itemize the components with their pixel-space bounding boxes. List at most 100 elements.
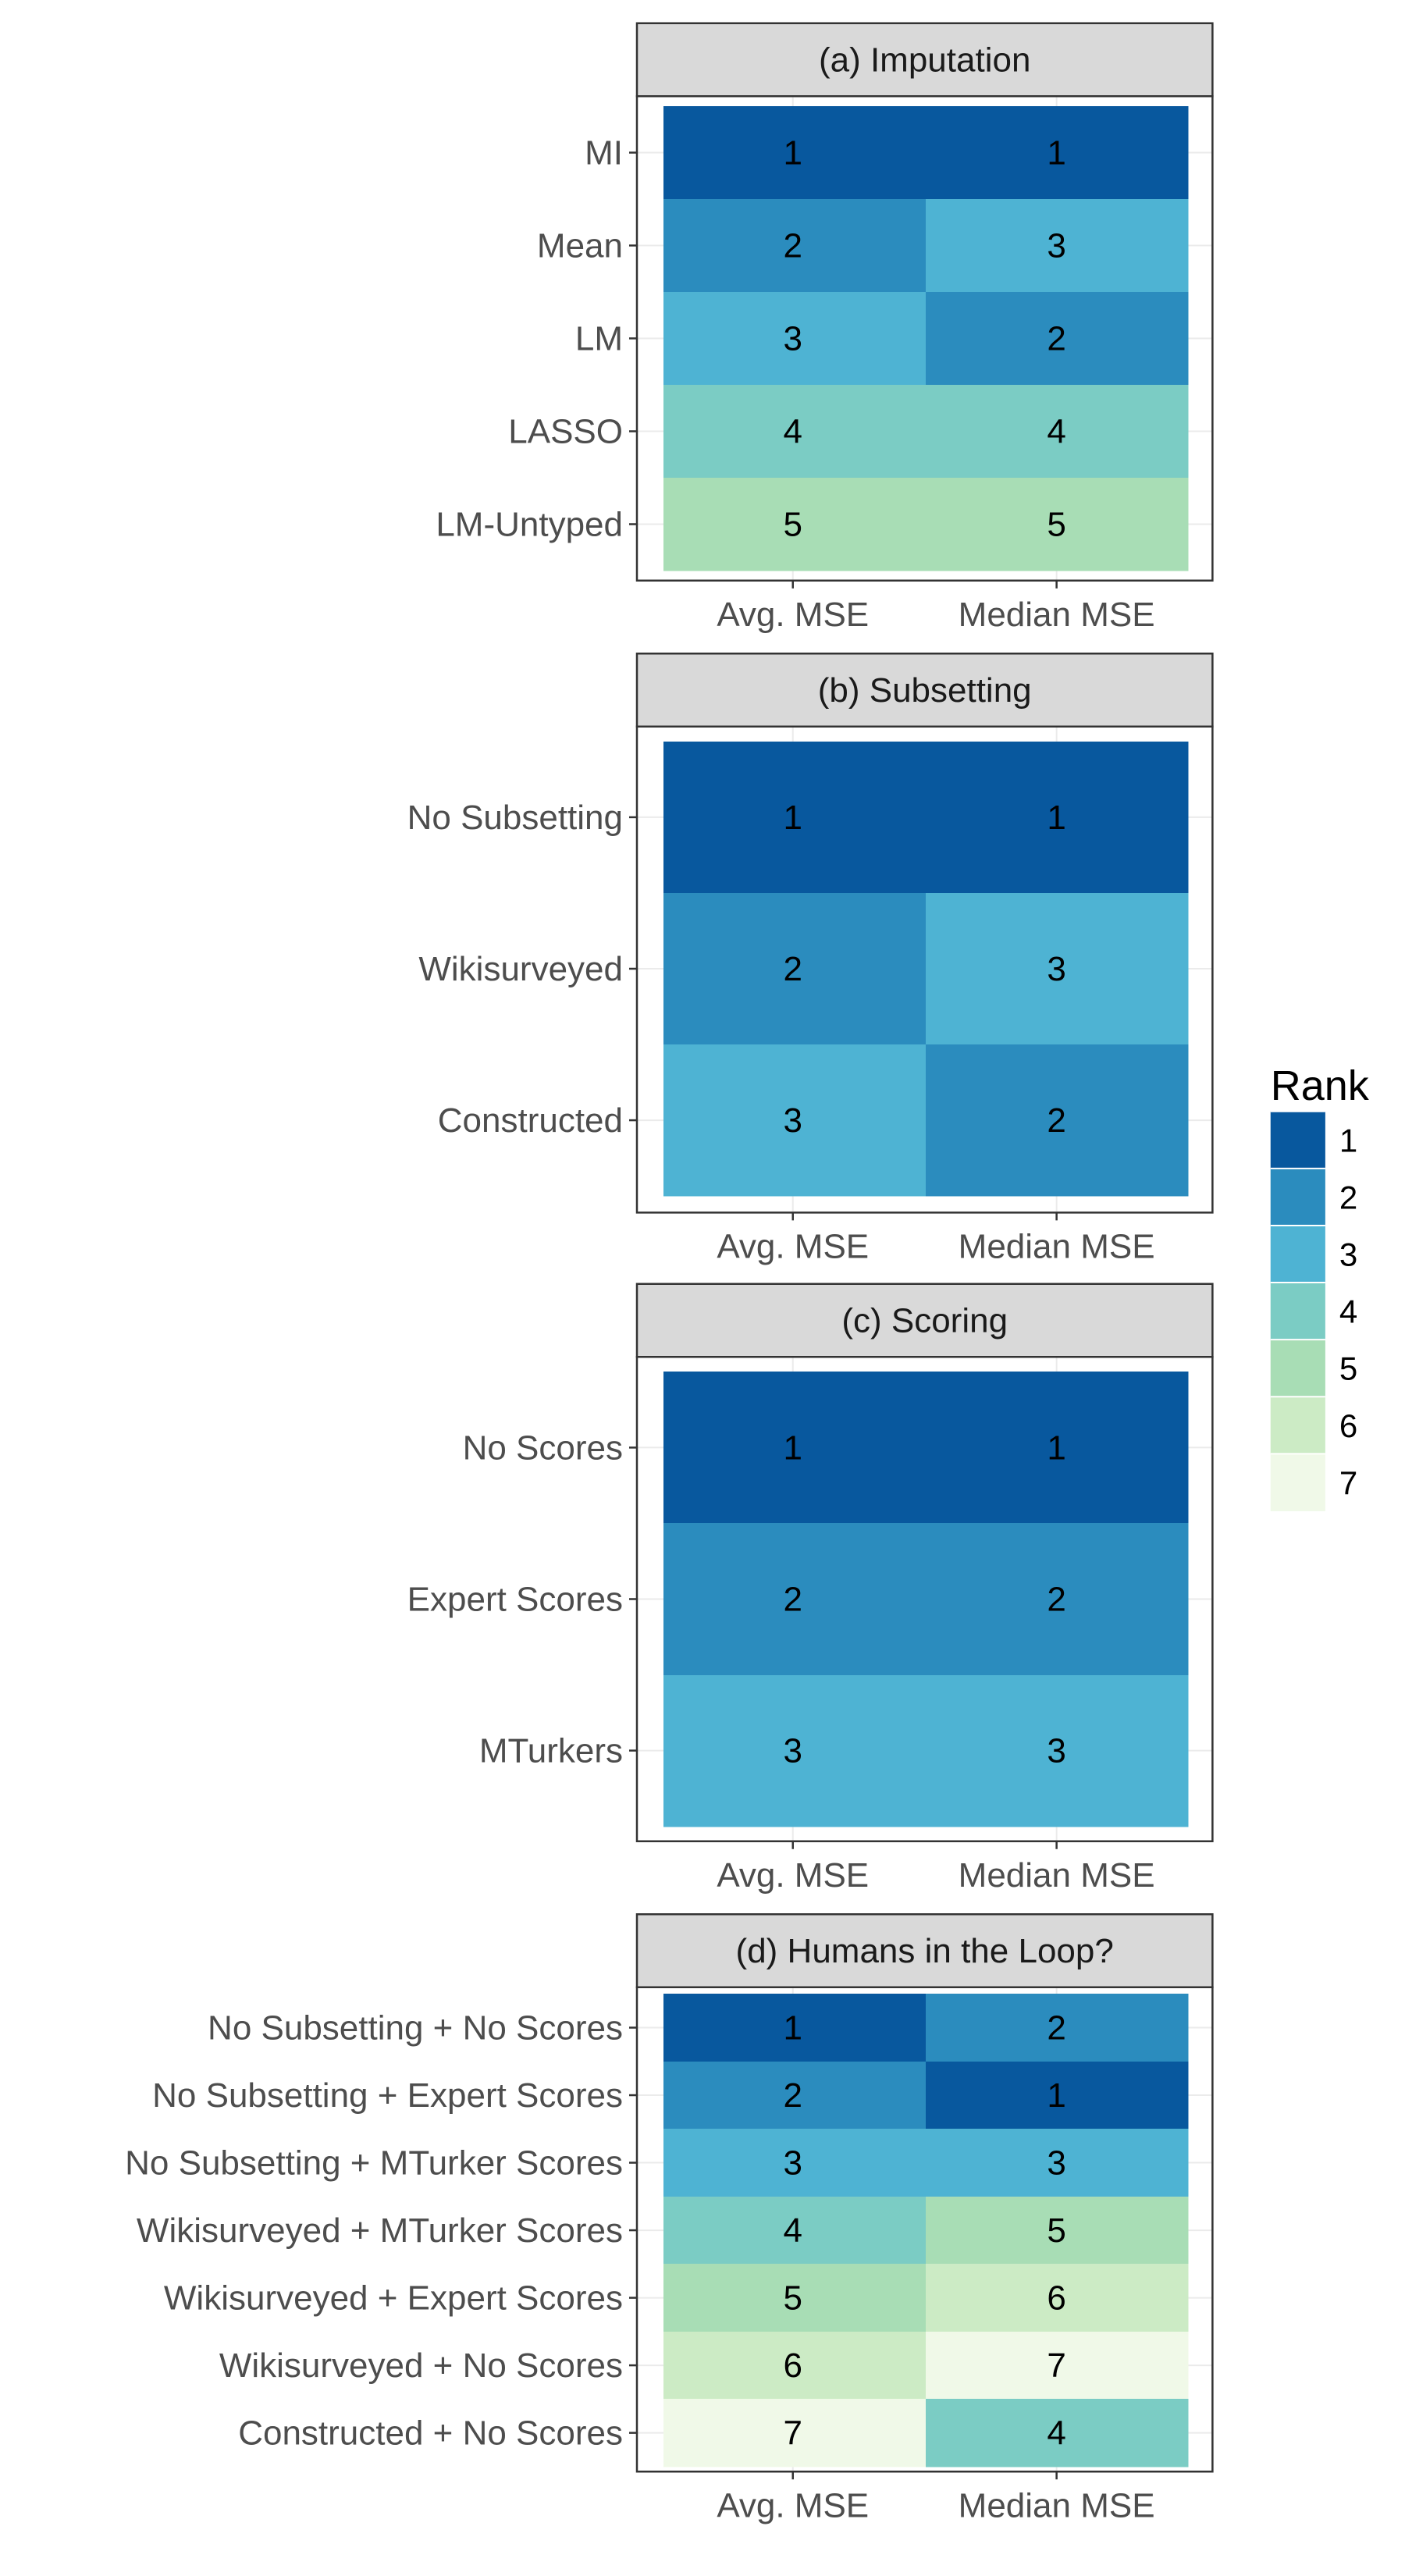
heatmap-cell — [663, 1044, 927, 1197]
heatmap-cell — [926, 1675, 1189, 1827]
cell-value-label: 1 — [1047, 2076, 1065, 2115]
row-label: LASSO — [508, 413, 623, 451]
legend-key-swatch — [1270, 1397, 1325, 1454]
row-label: No Subsetting — [407, 799, 623, 837]
cell-value-label: 2 — [1047, 320, 1065, 358]
heatmap-cell — [926, 2197, 1189, 2265]
heatmap-cell — [926, 199, 1189, 293]
panel-3: (d) Humans in the Loop? 1 2 2 1 3 3 4 5 5 6 6 7 7 4 No … — [125, 1913, 1214, 2524]
legend-key-swatch — [1270, 1283, 1325, 1340]
cell-value-label: 2 — [784, 950, 802, 988]
cell-value-label: 1 — [1047, 799, 1065, 837]
heatmap-cell — [926, 385, 1189, 479]
column-label: Median MSE — [959, 2486, 1155, 2524]
column-label: Median MSE — [959, 1856, 1155, 1895]
heatmap-cell — [926, 2129, 1189, 2197]
cell-value-label: 2 — [784, 227, 802, 265]
row-label: MTurkers — [479, 1732, 623, 1770]
legend-key-swatch — [1270, 1168, 1325, 1226]
row-label: Wikisurveyed — [418, 950, 623, 988]
heatmap-cell — [926, 2264, 1189, 2332]
heatmap-cell — [663, 742, 927, 894]
cell-value-label: 3 — [1047, 227, 1065, 265]
legend: Rank 1 2 3 4 5 6 7 — [1270, 1062, 1370, 1511]
row-label: MI — [585, 134, 623, 173]
panel-1: (b) Subsetting 1 1 2 3 3 2 No Subsetting Wikisur… — [407, 653, 1214, 1265]
heatmap-cell — [926, 742, 1189, 894]
heatmap-cell — [926, 2062, 1189, 2129]
heatmap-cell — [663, 2129, 927, 2197]
heatmap-cell — [663, 1994, 927, 2062]
cell-value-label: 3 — [784, 320, 802, 358]
cell-value-label: 4 — [784, 413, 802, 451]
panel-title: (b) Subsetting — [818, 671, 1032, 710]
cell-value-label: 2 — [784, 1581, 802, 1619]
panel-strip — [635, 1283, 1214, 1358]
legend-key-label: 3 — [1339, 1236, 1357, 1273]
cell-value-label: 3 — [1047, 2144, 1065, 2183]
row-label: LM — [575, 320, 623, 358]
row-label: No Subsetting + No Scores — [208, 2009, 623, 2048]
cell-value-label: 5 — [784, 506, 802, 544]
cell-value-label: 1 — [1047, 1429, 1065, 1467]
row-label: No Subsetting + MTurker Scores — [125, 2144, 623, 2183]
cell-value-label: 1 — [784, 134, 802, 173]
heatmap-cell — [926, 1994, 1189, 2062]
heatmap-cell — [663, 106, 927, 200]
row-label: Expert Scores — [407, 1581, 623, 1619]
column-label: Median MSE — [959, 1227, 1155, 1265]
cell-value-label: 6 — [1047, 2279, 1065, 2318]
cell-value-label: 4 — [1047, 2414, 1065, 2453]
cell-value-label: 2 — [1047, 1581, 1065, 1619]
heatmap-cell — [663, 199, 927, 293]
cell-value-label: 1 — [784, 1429, 802, 1467]
heatmap-cell — [663, 1675, 927, 1827]
cell-value-label: 5 — [1047, 506, 1065, 544]
legend-key-label: 4 — [1339, 1293, 1357, 1330]
heatmap-cell — [663, 2332, 927, 2400]
heatmap-cell — [663, 1372, 927, 1524]
cell-value-label: 2 — [1047, 1101, 1065, 1140]
panel-0: (a) Imputation 1 1 2 3 3 2 4 4 5 5 MI Mean LM LASSO LM-… — [436, 22, 1214, 634]
cell-value-label: 4 — [1047, 413, 1065, 451]
legend-key-label: 5 — [1339, 1350, 1357, 1387]
heatmap-cell — [663, 292, 927, 386]
heatmap-cell — [926, 1044, 1189, 1197]
row-label: Constructed — [438, 1101, 623, 1140]
cell-value-label: 2 — [784, 2076, 802, 2115]
cell-value-label: 1 — [784, 799, 802, 837]
cell-value-label: 3 — [1047, 1732, 1065, 1770]
panel-strip — [635, 22, 1214, 98]
cell-value-label: 3 — [784, 1101, 802, 1140]
heatmap-cell — [663, 478, 927, 571]
column-label: Median MSE — [959, 596, 1155, 634]
heatmap-cell — [663, 1523, 927, 1676]
legend-key-label: 1 — [1339, 1122, 1357, 1158]
heatmap-cell — [663, 2062, 927, 2129]
heatmap-cell — [663, 2197, 927, 2265]
legend-key-label: 7 — [1339, 1464, 1357, 1501]
cell-value-label: 5 — [784, 2279, 802, 2318]
heatmap-cell — [926, 1523, 1189, 1676]
column-label: Avg. MSE — [717, 1856, 869, 1895]
legend-key-label: 2 — [1339, 1179, 1357, 1215]
row-label: Mean — [537, 227, 623, 265]
legend-key-swatch — [1270, 1111, 1325, 1169]
legend-key-swatch — [1270, 1453, 1325, 1511]
cell-value-label: 5 — [1047, 2211, 1065, 2250]
column-label: Avg. MSE — [717, 2486, 869, 2524]
row-label: No Scores — [463, 1429, 623, 1467]
cell-value-label: 2 — [1047, 2009, 1065, 2048]
heatmap-cell — [663, 385, 927, 479]
heatmap-cell — [926, 893, 1189, 1045]
heatmap-cell — [926, 106, 1189, 200]
panel-title: (a) Imputation — [819, 41, 1030, 80]
panel-title: (d) Humans in the Loop? — [736, 1932, 1114, 1970]
cell-value-label: 4 — [784, 2211, 802, 2250]
heatmap-cell — [663, 2399, 927, 2467]
legend-title: Rank — [1271, 1062, 1370, 1109]
legend-key-label: 6 — [1339, 1407, 1357, 1444]
cell-value-label: 7 — [784, 2414, 802, 2453]
panel-2: (c) Scoring 1 1 2 2 3 3 No Scores Expert Scores M… — [407, 1283, 1214, 1895]
cell-value-label: 1 — [1047, 134, 1065, 173]
